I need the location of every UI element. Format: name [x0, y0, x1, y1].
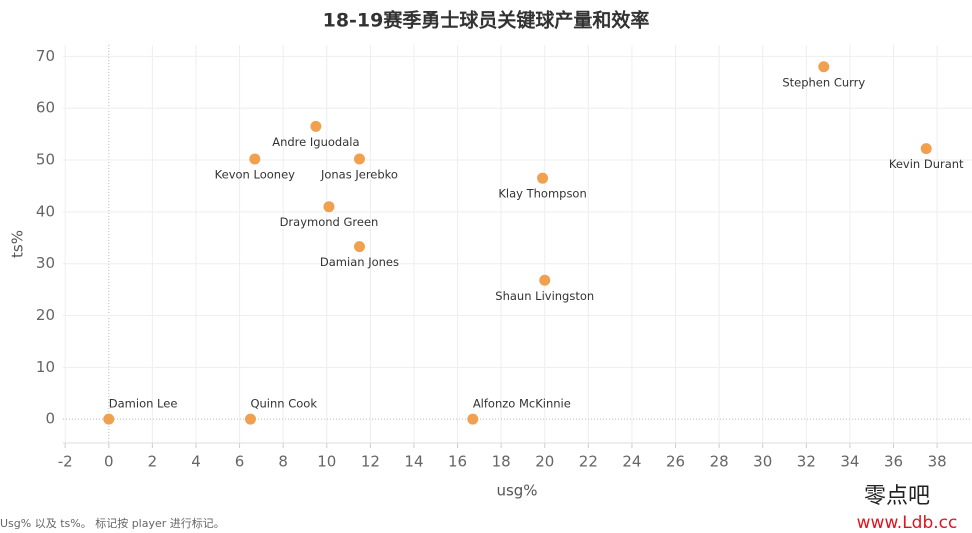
- x-axis-label: usg%: [496, 482, 537, 500]
- point-label: Kevon Looney: [215, 168, 295, 182]
- chart-title: 18-19赛季勇士球员关键球产量和效率: [323, 9, 650, 32]
- point-label: Jonas Jerebko: [320, 168, 398, 182]
- y-axis-label: ts%: [9, 230, 27, 258]
- point-label: Alfonzo McKinnie: [473, 397, 571, 411]
- x-tick-label: 36: [884, 453, 903, 471]
- x-tick-label: 26: [666, 453, 685, 471]
- point-label: Damian Jones: [320, 255, 399, 269]
- y-tick-label: 40: [36, 202, 55, 220]
- point-label: Draymond Green: [280, 215, 379, 229]
- point-label: Klay Thompson: [498, 187, 586, 201]
- point-label: Damion Lee: [109, 397, 178, 411]
- y-tick-label: 20: [36, 306, 55, 324]
- point: [310, 120, 322, 132]
- watermark: www.Ldb.cc: [857, 513, 958, 533]
- point-label: Shaun Livingston: [495, 289, 594, 303]
- point-label: Andre Iguodala: [272, 135, 359, 149]
- y-tick-label: 50: [36, 151, 55, 169]
- point: [353, 153, 365, 165]
- point: [467, 413, 479, 425]
- x-tick-label: 30: [753, 453, 772, 471]
- point: [537, 172, 549, 184]
- point-label: Quinn Cook: [250, 397, 317, 411]
- point: [103, 413, 115, 425]
- x-tick-label: 0: [104, 453, 114, 471]
- footnote: Usg% 以及 ts%。 标记按 player 进行标记。: [0, 516, 225, 530]
- point: [353, 241, 365, 253]
- point-label: Stephen Curry: [782, 75, 865, 89]
- x-tick-label: 34: [840, 453, 859, 471]
- x-tick-label: 18: [492, 453, 511, 471]
- point: [244, 413, 256, 425]
- x-tick-label: 22: [579, 453, 598, 471]
- x-tick-label: 14: [404, 453, 423, 471]
- x-tick-label: -2: [58, 453, 73, 471]
- x-tick-label: 16: [448, 453, 467, 471]
- watermark: 零点吧: [864, 484, 930, 509]
- y-tick-label: 10: [36, 358, 55, 376]
- x-tick-label: 2: [148, 453, 158, 471]
- y-tick-label: 60: [36, 99, 55, 117]
- point: [818, 61, 830, 73]
- x-tick-label: 4: [191, 453, 201, 471]
- y-tick-label: 70: [36, 47, 55, 65]
- point-label: Kevin Durant: [889, 157, 964, 171]
- x-tick-label: 10: [317, 453, 336, 471]
- x-tick-label: 8: [278, 453, 288, 471]
- x-tick-label: 32: [797, 453, 816, 471]
- y-tick-label: 0: [45, 410, 55, 428]
- point: [249, 153, 261, 165]
- x-tick-label: 38: [928, 453, 947, 471]
- x-tick-label: 6: [235, 453, 245, 471]
- x-tick-label: 28: [710, 453, 729, 471]
- point: [920, 143, 932, 155]
- y-tick-label: 30: [36, 254, 55, 272]
- x-tick-label: 20: [535, 453, 554, 471]
- x-tick-label: 12: [361, 453, 380, 471]
- point: [323, 201, 335, 213]
- point: [539, 274, 551, 286]
- x-tick-label: 24: [622, 453, 641, 471]
